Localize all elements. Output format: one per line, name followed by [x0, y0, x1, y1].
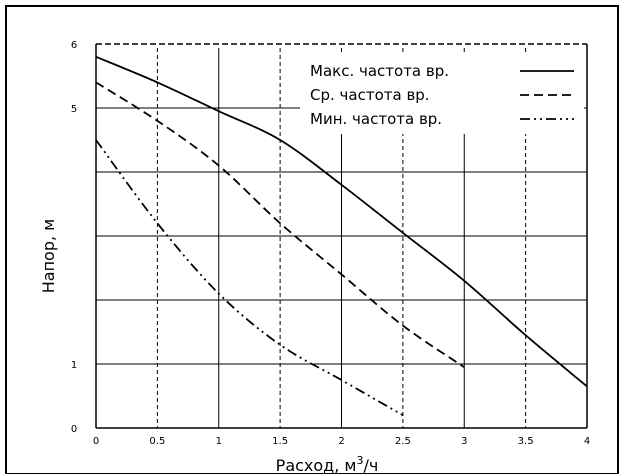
y-tick-label: 5	[71, 104, 77, 115]
x-tick-label: 0.5	[149, 436, 165, 447]
series-line-1	[95, 55, 588, 388]
legend: Макс. частота вр. Ср. частота вр. Мин. час…	[300, 52, 584, 134]
series-layer	[95, 55, 588, 416]
series-line-2	[95, 81, 465, 368]
x-tick-label: 3.5	[518, 436, 534, 447]
x-tick-label: 1.5	[272, 436, 288, 447]
y-tick-label: 1	[71, 360, 77, 371]
legend-background	[300, 52, 584, 134]
x-tick-label: 2	[338, 436, 344, 447]
x-axis-label-sup: 3	[356, 454, 363, 467]
y-tick-label: 6	[71, 40, 77, 51]
x-tick-label: 1	[216, 436, 222, 447]
legend-label: Макс. частота вр.	[310, 62, 449, 80]
y-tick-label: 0	[71, 424, 77, 435]
x-axis-label-main: Расход, м	[276, 456, 357, 474]
legend-label: Ср. частота вр.	[310, 86, 430, 104]
series-line-3	[95, 139, 404, 416]
x-tick-label: 3	[461, 436, 467, 447]
y-axis-label: Напор, м	[39, 219, 58, 293]
legend-label: Мин. частота вр.	[310, 110, 442, 128]
x-tick-label: 4	[584, 436, 590, 447]
x-axis-label: Расход, м3/ч	[276, 454, 379, 474]
x-tick-label: 2.5	[395, 436, 411, 447]
tick-labels: 0 0.5 1 1.5 2 2.5 3 3.5 4 0 1 5 6	[71, 40, 590, 447]
x-axis-label-tail: /ч	[363, 456, 378, 474]
x-tick-label: 0	[93, 436, 99, 447]
